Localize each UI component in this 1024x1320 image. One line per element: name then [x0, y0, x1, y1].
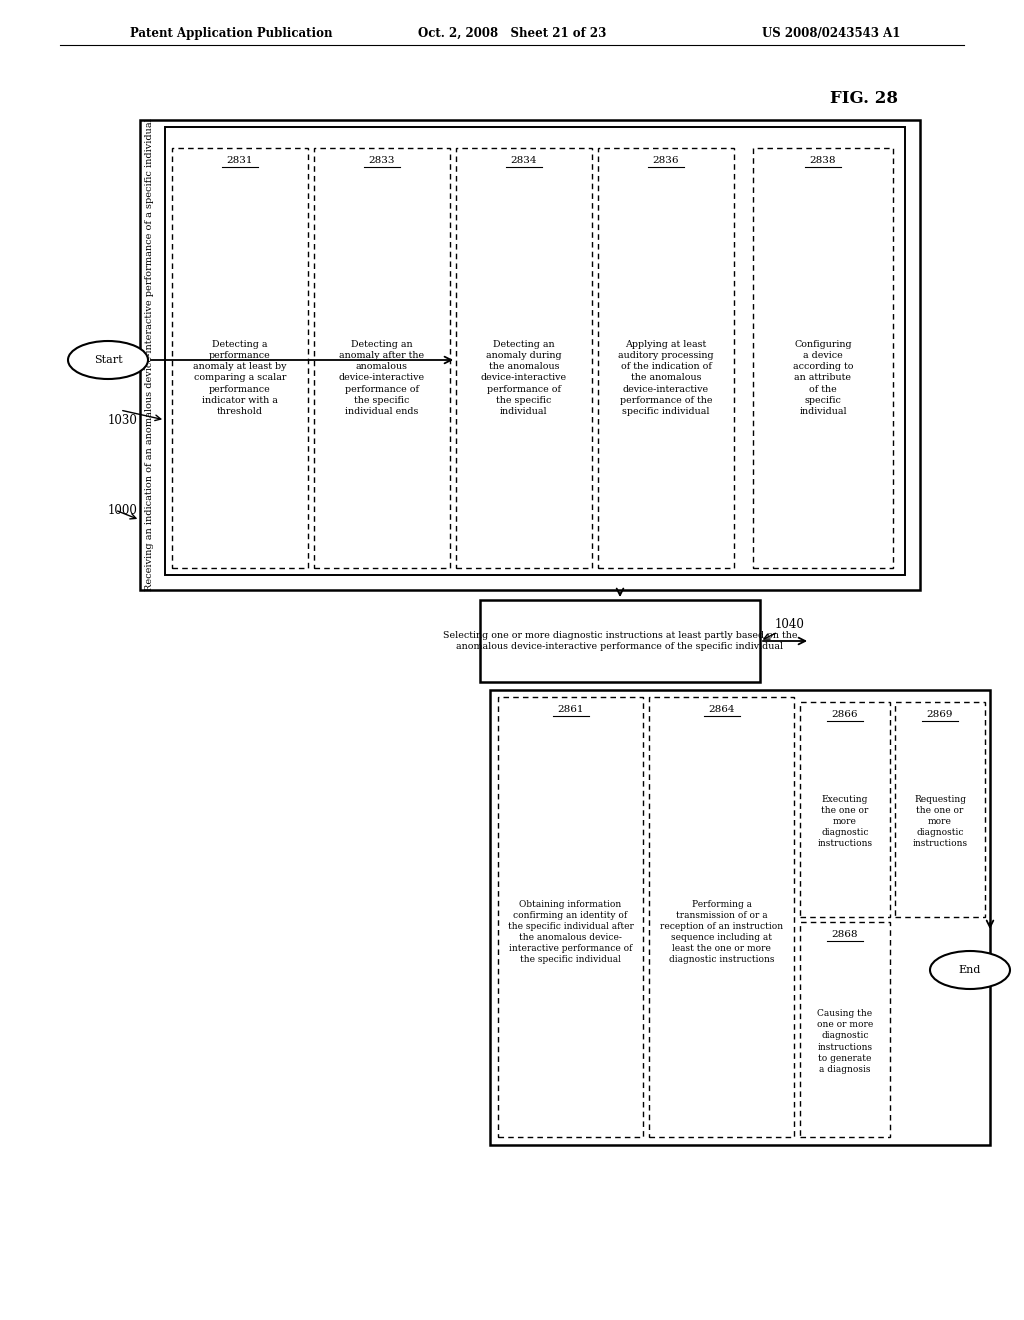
- Text: Detecting an
anomaly after the
anomalous
device-interactive
performance of
the s: Detecting an anomaly after the anomalous…: [339, 341, 425, 416]
- Text: Requesting
the one or
more
diagnostic
instructions: Requesting the one or more diagnostic in…: [912, 795, 968, 849]
- Text: Performing a
transmission of or a
reception of an instruction
sequence including: Performing a transmission of or a recept…: [659, 900, 783, 964]
- Text: 2868: 2868: [831, 931, 858, 939]
- Ellipse shape: [68, 341, 148, 379]
- Bar: [800, 702, 890, 917]
- Text: FIG. 28: FIG. 28: [830, 90, 898, 107]
- Text: 2869: 2869: [927, 710, 953, 719]
- Bar: [490, 690, 990, 1144]
- Bar: [753, 148, 893, 568]
- Text: 2836: 2836: [652, 156, 679, 165]
- Bar: [140, 120, 920, 590]
- Bar: [456, 148, 592, 568]
- Text: Selecting one or more diagnostic instructions at least partly based on the
anoma: Selecting one or more diagnostic instruc…: [442, 631, 798, 651]
- Text: Start: Start: [93, 355, 122, 366]
- Bar: [165, 127, 905, 576]
- Text: Applying at least
auditory processing
of the indication of
the anomalous
device-: Applying at least auditory processing of…: [618, 341, 714, 416]
- Text: 2834: 2834: [511, 156, 538, 165]
- Text: 2861: 2861: [557, 705, 584, 714]
- Text: 2831: 2831: [226, 156, 253, 165]
- Text: Detecting a
performance
anomaly at least by
comparing a scalar
performance
indic: Detecting a performance anomaly at least…: [194, 341, 287, 416]
- Bar: [598, 148, 734, 568]
- Text: Causing the
one or more
diagnostic
instructions
to generate
a diagnosis: Causing the one or more diagnostic instr…: [817, 1010, 873, 1073]
- Text: Obtaining information
confirming an identity of
the specific individual after
th: Obtaining information confirming an iden…: [508, 900, 634, 964]
- Text: Receiving an indication of an anomalous device-interactive performance of a spec: Receiving an indication of an anomalous …: [145, 119, 155, 591]
- Bar: [800, 921, 890, 1137]
- Bar: [480, 601, 760, 682]
- Text: 1030: 1030: [108, 413, 138, 426]
- Text: Oct. 2, 2008   Sheet 21 of 23: Oct. 2, 2008 Sheet 21 of 23: [418, 26, 606, 40]
- Text: 1040: 1040: [775, 619, 805, 631]
- Bar: [314, 148, 450, 568]
- Text: Patent Application Publication: Patent Application Publication: [130, 26, 333, 40]
- Text: 2866: 2866: [831, 710, 858, 719]
- Text: Executing
the one or
more
diagnostic
instructions: Executing the one or more diagnostic ins…: [817, 795, 872, 849]
- Text: US 2008/0243543 A1: US 2008/0243543 A1: [762, 26, 900, 40]
- Text: 2833: 2833: [369, 156, 395, 165]
- Bar: [895, 702, 985, 917]
- Bar: [498, 697, 643, 1137]
- Bar: [172, 148, 308, 568]
- Ellipse shape: [930, 950, 1010, 989]
- Text: Detecting an
anomaly during
the anomalous
device-interactive
performance of
the : Detecting an anomaly during the anomalou…: [481, 341, 567, 416]
- Bar: [649, 697, 794, 1137]
- Text: Configuring
a device
according to
an attribute
of the
specific
individual: Configuring a device according to an att…: [793, 341, 853, 416]
- Text: End: End: [958, 965, 981, 975]
- Text: 2838: 2838: [810, 156, 837, 165]
- Text: 1000: 1000: [108, 503, 138, 516]
- Text: 2864: 2864: [709, 705, 735, 714]
